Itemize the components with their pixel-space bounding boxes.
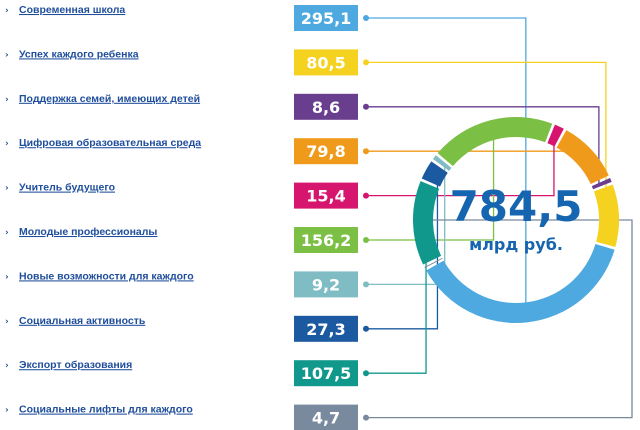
legend-arrow-icon: ›: [5, 272, 9, 282]
segment-podderzhka-semey: [591, 177, 612, 190]
legend-arrow-icon: ›: [5, 184, 9, 194]
value-label-molodye-professionaly: 156,2: [301, 231, 352, 250]
value-box-uspekh-kazhdogo-rebenka: [294, 49, 358, 76]
segment-sotsialnaya-aktivnost: [421, 161, 448, 187]
category-label-tsifrovaya-sreda[interactable]: Цифровая образовательная среда: [19, 137, 201, 149]
value-box-tsifrovaya-sreda: [294, 138, 358, 165]
value-box-novye-vozmozhnosti: [294, 271, 358, 298]
value-boxes: 295,1 80,5 8,6 79,8 15,4 156,2 9,2 27,3 107,5 4,7: [294, 5, 358, 430]
connector-dot-novye-vozmozhnosti: [363, 281, 369, 288]
category-label-molodye-professionaly[interactable]: Молодые профессионалы: [19, 226, 157, 238]
category-labels: › Современная школа › Успех каждого ребенка…: [5, 4, 201, 416]
legend-arrow-icon: ›: [5, 406, 9, 416]
legend-arrow-icon: ›: [5, 361, 9, 371]
segment-tsifrovaya-sreda: [556, 130, 609, 185]
legend-arrow-icon: ›: [5, 6, 9, 16]
connector-dot-podderzhka-semey: [363, 103, 369, 110]
value-label-sotsialnye-lifty: 4,7: [312, 409, 340, 428]
value-box-sotsialnye-lifty: [294, 404, 358, 430]
value-label-sovremennaya-shkola: 295,1: [301, 9, 352, 28]
value-label-eksport-obrazovaniya: 107,5: [301, 364, 352, 383]
connector-dot-sotsialnaya-aktivnost: [363, 325, 369, 332]
value-box-uchitel-budushchego: [294, 182, 358, 209]
category-label-uspekh-kazhdogo-rebenka[interactable]: Успех каждого ребенка: [19, 48, 139, 60]
connector-line-uspekh-kazhdogo-rebenka: [366, 61, 607, 217]
segment-uchitel-budushchego: [547, 124, 564, 147]
category-label-eksport-obrazovaniya[interactable]: Экспорт образования: [19, 359, 132, 371]
connector-dot-molodye-professionaly: [363, 237, 369, 243]
value-label-uchitel-budushchego: 15,4: [306, 187, 345, 206]
connector-dot-sotsialnye-lifty: [363, 414, 369, 421]
total-unit: млрд руб.: [469, 235, 563, 254]
legend-arrow-icon: ›: [5, 228, 9, 238]
segment-sovremennaya-shkola: [426, 243, 615, 323]
value-label-sotsialnaya-aktivnost: 27,3: [306, 320, 345, 339]
category-label-sovremennaya-shkola[interactable]: Современная школа: [19, 4, 125, 16]
connector-line-tsifrovaya-sreda: [366, 150, 583, 159]
connector-line-molodye-professionaly: [366, 132, 495, 241]
connector-dot-uchitel-budushchego: [363, 192, 369, 199]
value-box-eksport-obrazovaniya: [294, 360, 358, 387]
connector-lines: [363, 15, 633, 421]
legend-arrow-icon: ›: [5, 139, 9, 149]
value-box-sotsialnaya-aktivnost: [294, 315, 358, 342]
connector-dot-sovremennaya-shkola: [363, 15, 369, 21]
value-label-novye-vozmozhnosti: 9,2: [312, 275, 340, 294]
value-box-podderzhka-semey: [294, 93, 358, 120]
value-box-molodye-professionaly: [294, 227, 358, 253]
legend-arrow-icon: ›: [5, 50, 9, 60]
value-label-tsifrovaya-sreda: 79,8: [306, 142, 345, 161]
category-label-podderzhka-semey[interactable]: Поддержка семей, имеющих детей: [19, 93, 200, 105]
legend-arrow-icon: ›: [5, 317, 9, 327]
value-box-sovremennaya-shkola: [294, 5, 358, 31]
connector-dot-tsifrovaya-sreda: [363, 148, 369, 155]
donut-ring: [412, 117, 619, 323]
connector-line-sotsialnaya-aktivnost: [366, 176, 439, 330]
segment-eksport-obrazovaniya: [412, 181, 442, 265]
segment-sotsialnye-lifty: [424, 257, 443, 268]
connector-line-sovremennaya-shkola: [366, 17, 527, 310]
legend-arrow-icon: ›: [5, 95, 9, 105]
connector-line-eksport-obrazovaniya: [366, 222, 427, 374]
value-label-uspekh-kazhdogo-rebenka: 80,5: [306, 53, 345, 72]
category-label-sotsialnaya-aktivnost[interactable]: Социальная активность: [19, 315, 146, 327]
total-value: 784,5: [450, 182, 583, 231]
segment-molodye-professionaly: [437, 117, 553, 167]
connector-dot-uspekh-kazhdogo-rebenka: [363, 59, 369, 66]
category-label-sotsialnye-lifty[interactable]: Социальные лифты для каждого: [19, 404, 193, 416]
connector-dot-eksport-obrazovaniya: [363, 370, 369, 377]
category-label-novye-vozmozhnosti[interactable]: Новые возможности для каждого: [19, 270, 194, 282]
segment-uspekh-kazhdogo-rebenka: [593, 184, 619, 248]
segment-novye-vozmozhnosti: [432, 155, 452, 171]
connector-line-sotsialnye-lifty: [366, 219, 633, 419]
value-label-podderzhka-semey: 8,6: [312, 98, 340, 117]
category-label-uchitel-budushchego[interactable]: Учитель будущего: [19, 182, 115, 194]
